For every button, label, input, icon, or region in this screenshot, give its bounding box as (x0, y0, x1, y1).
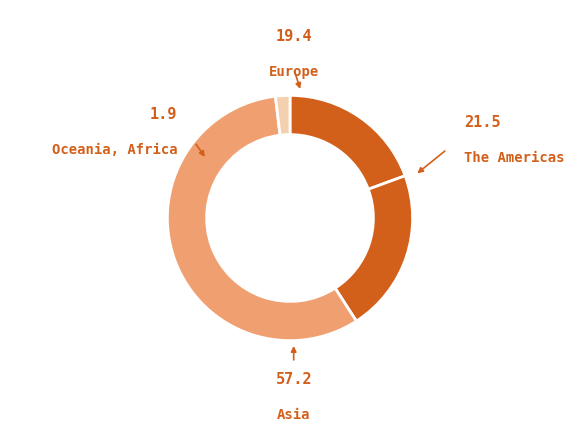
Text: Asia: Asia (277, 408, 310, 422)
Text: The Americas: The Americas (464, 150, 564, 164)
Text: Oceania, Africa: Oceania, Africa (52, 143, 177, 157)
Text: 19.4: 19.4 (276, 29, 312, 44)
Wedge shape (276, 95, 290, 135)
Text: 1.9: 1.9 (150, 107, 177, 123)
Wedge shape (335, 176, 412, 321)
Wedge shape (168, 96, 356, 341)
Text: Europe: Europe (269, 65, 319, 79)
Text: 57.2: 57.2 (276, 372, 312, 387)
Wedge shape (290, 95, 405, 189)
Text: 21.5: 21.5 (464, 115, 501, 130)
